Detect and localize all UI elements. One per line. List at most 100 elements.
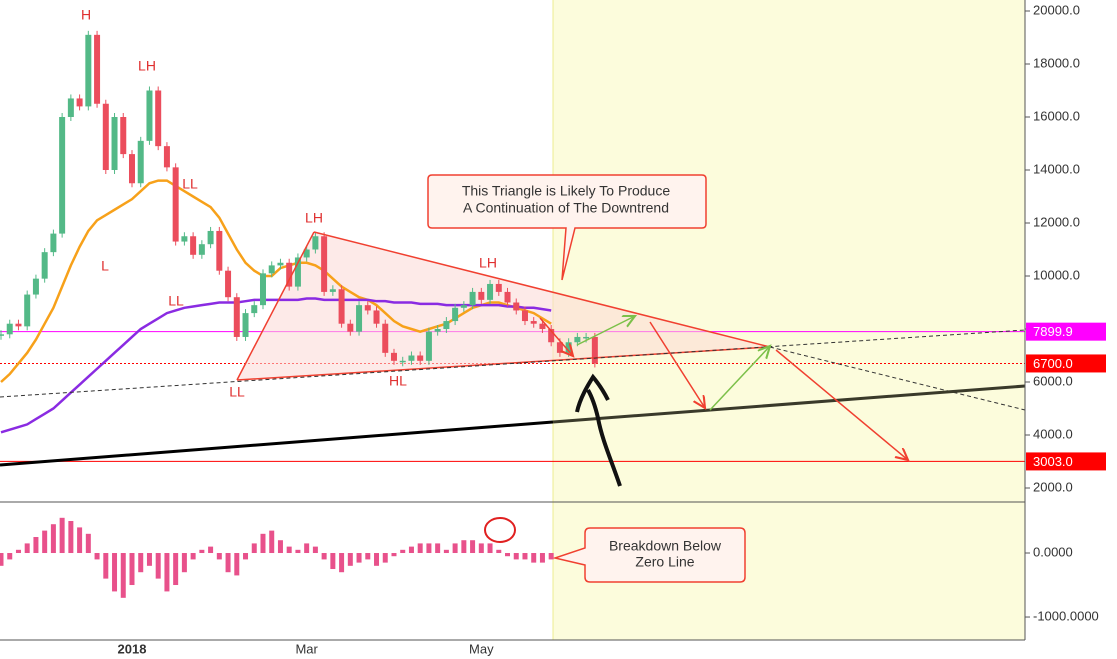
- candle: [32, 278, 39, 295]
- callout-box: [552, 527, 746, 583]
- macd-bar: [391, 553, 397, 557]
- candle: [59, 116, 66, 234]
- macd-bar: [164, 553, 170, 592]
- macd-bar: [120, 553, 126, 598]
- candle: [373, 310, 380, 324]
- callout-text: Zero Line: [635, 554, 694, 570]
- macd-bar: [365, 553, 371, 560]
- candle: [216, 230, 223, 271]
- candle: [172, 167, 179, 242]
- price-tag: [1026, 354, 1106, 373]
- arrow: [539, 317, 573, 356]
- dashed-trend: [0, 329, 1026, 398]
- candle: [76, 98, 83, 107]
- y2-tick-label: 0.0000: [1033, 544, 1073, 559]
- y-tick-label: 4000.0: [1033, 426, 1073, 441]
- price-tag-label: 3003.0: [1033, 454, 1073, 469]
- hand-arrow: [575, 373, 622, 487]
- candle: [574, 336, 581, 343]
- macd-bar: [208, 546, 214, 554]
- macd-bar: [33, 537, 39, 554]
- macd-bar: [155, 553, 161, 579]
- candle: [41, 252, 48, 279]
- macd-bar: [225, 553, 231, 573]
- candle: [225, 270, 232, 298]
- pivot-label: L: [101, 258, 109, 274]
- candle: [128, 154, 135, 184]
- macd-bar: [426, 543, 432, 554]
- callout-text: A Continuation of The Downtrend: [463, 200, 669, 216]
- callout-text: Breakdown Below: [609, 538, 722, 554]
- macd-bar: [190, 553, 196, 560]
- pivot-label: HL: [389, 373, 407, 389]
- macd-bar: [243, 553, 249, 560]
- macd-bar: [42, 530, 48, 554]
- macd-bar: [539, 553, 545, 563]
- candle: [443, 321, 450, 330]
- macd-bar: [199, 549, 205, 554]
- macd-bar: [304, 543, 310, 554]
- arrow: [649, 321, 705, 408]
- macd-bar: [103, 553, 109, 579]
- x-tick-label: Mar: [295, 641, 318, 656]
- candle: [181, 236, 188, 242]
- y-tick-label: 16000.0: [1033, 108, 1080, 123]
- macd-bar: [382, 553, 388, 563]
- y2-tick-label: -1000.0000: [1033, 608, 1099, 623]
- candle: [198, 244, 205, 255]
- candle: [591, 336, 598, 364]
- candle: [513, 302, 520, 311]
- triangle-side: [236, 231, 315, 381]
- macd-bar: [374, 553, 380, 566]
- callout-text: This Triangle is Likely To Produce: [462, 183, 670, 199]
- candle: [478, 291, 485, 300]
- candle: [364, 305, 371, 311]
- pivot-label: LL: [182, 176, 198, 192]
- candle: [495, 283, 502, 292]
- y-tick-label: 14000.0: [1033, 161, 1080, 176]
- candle: [207, 230, 214, 245]
- macd-bar: [50, 524, 56, 554]
- support-line: [0, 420, 554, 467]
- macd-bar: [24, 543, 30, 554]
- candle: [434, 329, 441, 332]
- candle: [94, 34, 101, 104]
- candle: [460, 305, 467, 308]
- price-tag-label: 7899.9: [1033, 324, 1073, 339]
- macd-bar: [94, 553, 100, 560]
- candle: [259, 273, 266, 306]
- candle: [268, 265, 275, 274]
- candle: [24, 294, 31, 327]
- macd-bar: [260, 533, 266, 554]
- y-tick-label: 10000.0: [1033, 267, 1080, 282]
- macd-bar: [59, 517, 65, 554]
- candle: [452, 307, 459, 322]
- candle: [390, 352, 397, 361]
- arrow: [775, 349, 908, 460]
- candle: [356, 305, 363, 332]
- candle: [583, 336, 590, 339]
- arrow: [709, 346, 770, 411]
- macd-bar: [129, 553, 135, 586]
- x-tick-label: 2018: [118, 641, 147, 656]
- macd-bar: [138, 553, 144, 573]
- candle: [425, 331, 432, 361]
- y-tick-label: 12000.0: [1033, 214, 1080, 229]
- candle: [347, 323, 354, 332]
- y-tick-label: 20000.0: [1033, 2, 1080, 17]
- y-tick-label: 18000.0: [1033, 55, 1080, 70]
- price-tag-label: 6700.0: [1033, 356, 1073, 371]
- candle: [120, 116, 127, 155]
- candle: [338, 289, 345, 324]
- macd-bar: [417, 543, 423, 554]
- macd-bar: [339, 553, 345, 573]
- candle: [15, 323, 22, 327]
- dashed-trend: [769, 346, 1026, 411]
- candle: [548, 329, 555, 343]
- macd-bar: [7, 553, 13, 560]
- macd-bar: [478, 543, 484, 554]
- candle: [417, 355, 424, 361]
- macd-bar: [181, 553, 187, 573]
- macd-bar: [277, 540, 283, 554]
